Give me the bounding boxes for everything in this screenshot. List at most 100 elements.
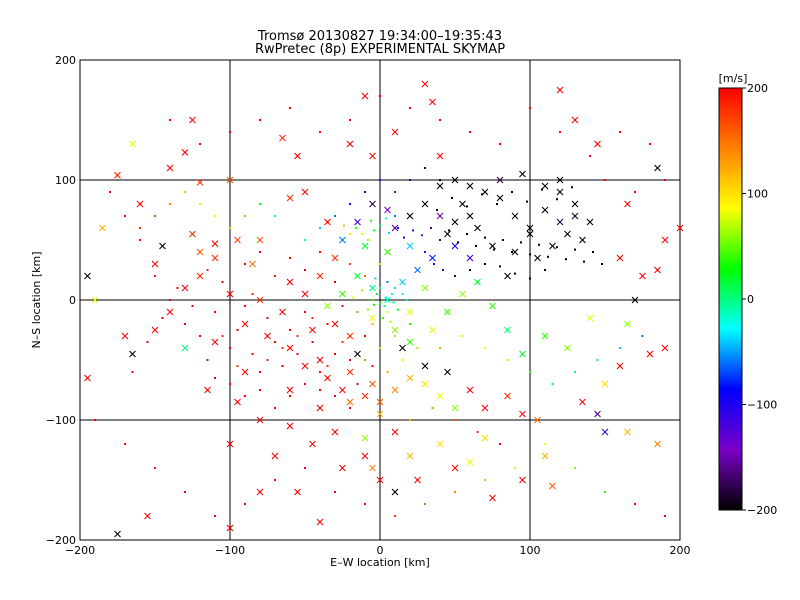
data-point-dot bbox=[343, 224, 345, 227]
data-point-dot bbox=[394, 335, 396, 337]
data-point-dot bbox=[259, 389, 261, 391]
data-point-cross bbox=[339, 464, 346, 472]
data-point-dot bbox=[319, 227, 321, 229]
x-axis-label: E–W location [km] bbox=[330, 556, 430, 569]
data-point-cross bbox=[436, 152, 444, 160]
colorbar-gradient bbox=[718, 87, 743, 511]
data-point-cross bbox=[541, 182, 549, 190]
data-points bbox=[84, 80, 684, 538]
data-point-dot bbox=[229, 227, 231, 229]
y-tick-label: 200 bbox=[55, 54, 76, 67]
data-point-dot bbox=[349, 203, 351, 205]
data-point-cross bbox=[369, 200, 376, 208]
colorbar: [m/s] 200 100 0 −100 −200 bbox=[718, 72, 777, 517]
x-axis-ticks: −200 −100 0 100 200 bbox=[65, 60, 691, 557]
data-point-dot bbox=[514, 272, 516, 275]
data-point-cross bbox=[421, 362, 429, 370]
data-point-dot bbox=[94, 419, 96, 421]
data-point-cross bbox=[84, 272, 91, 280]
data-point-dot bbox=[274, 341, 276, 343]
data-point-cross bbox=[286, 194, 294, 202]
data-point-cross bbox=[316, 356, 324, 364]
data-point-dot bbox=[161, 317, 164, 319]
data-point-cross bbox=[571, 212, 579, 220]
data-point-dot bbox=[374, 277, 377, 280]
data-point-dot bbox=[371, 323, 374, 325]
data-point-dot bbox=[259, 119, 261, 121]
data-point-cross bbox=[241, 368, 249, 376]
data-point-cross bbox=[331, 254, 339, 262]
data-point-cross bbox=[594, 410, 601, 418]
data-point-dot bbox=[311, 341, 314, 343]
data-point-cross bbox=[436, 182, 444, 190]
colorbar-tick-label: −200 bbox=[747, 504, 777, 517]
data-point-cross bbox=[91, 296, 99, 304]
data-point-dot bbox=[199, 335, 201, 337]
data-point-dot bbox=[334, 395, 336, 397]
data-point-dot bbox=[439, 239, 441, 241]
data-point-cross bbox=[421, 380, 429, 388]
data-point-dot bbox=[430, 227, 432, 229]
data-point-cross bbox=[286, 344, 294, 352]
data-point-dot bbox=[439, 347, 441, 349]
data-point-dot bbox=[214, 515, 216, 517]
data-point-cross bbox=[256, 296, 264, 304]
data-point-dot bbox=[349, 359, 351, 361]
data-point-dot bbox=[296, 335, 299, 337]
data-point-cross bbox=[256, 236, 264, 244]
data-point-cross bbox=[541, 452, 549, 460]
data-point-dot bbox=[383, 305, 386, 307]
colorbar-tick-label: −100 bbox=[747, 399, 777, 412]
data-point-dot bbox=[154, 215, 156, 217]
data-point-dot bbox=[511, 251, 513, 253]
data-point-cross bbox=[324, 374, 331, 382]
data-point-cross bbox=[436, 440, 444, 448]
data-point-dot bbox=[251, 353, 254, 355]
data-point-dot bbox=[433, 263, 435, 265]
data-point-cross bbox=[226, 440, 234, 448]
data-point-dot bbox=[442, 269, 444, 271]
data-point-dot bbox=[326, 323, 329, 325]
data-point-dot bbox=[409, 323, 411, 325]
data-point-cross bbox=[654, 164, 661, 172]
data-point-dot bbox=[184, 323, 186, 325]
data-point-cross bbox=[406, 452, 414, 460]
data-point-cross bbox=[646, 350, 654, 358]
data-point-cross bbox=[376, 410, 384, 418]
data-point-cross bbox=[601, 380, 609, 388]
data-point-cross bbox=[181, 344, 189, 352]
data-point-dot bbox=[304, 269, 306, 271]
data-point-cross bbox=[654, 266, 661, 274]
data-point-cross bbox=[339, 386, 346, 394]
data-point-dot bbox=[502, 239, 504, 241]
data-point-dot bbox=[529, 277, 531, 280]
data-point-dot bbox=[469, 131, 471, 133]
data-point-dot bbox=[541, 188, 543, 191]
data-point-dot bbox=[529, 371, 531, 373]
data-point-cross bbox=[99, 224, 106, 232]
data-point-dot bbox=[109, 191, 111, 193]
data-point-dot bbox=[274, 275, 276, 277]
data-point-cross bbox=[586, 314, 594, 322]
data-point-dot bbox=[371, 365, 374, 367]
data-point-dot bbox=[389, 320, 392, 323]
data-point-cross bbox=[429, 98, 436, 106]
data-point-cross bbox=[84, 374, 91, 382]
data-point-dot bbox=[664, 515, 666, 517]
data-point-dot bbox=[484, 263, 486, 265]
data-point-dot bbox=[544, 269, 546, 271]
y-tick-label: −100 bbox=[46, 414, 76, 427]
data-point-dot bbox=[424, 167, 426, 169]
data-point-dot bbox=[412, 229, 414, 232]
data-point-dot bbox=[361, 233, 363, 235]
data-point-cross bbox=[301, 290, 309, 298]
data-point-cross bbox=[496, 176, 504, 184]
data-point-dot bbox=[385, 296, 387, 299]
data-point-cross bbox=[346, 368, 354, 376]
data-point-cross bbox=[519, 350, 526, 358]
data-point-dot bbox=[311, 317, 314, 319]
data-point-cross bbox=[361, 452, 369, 460]
data-point-cross bbox=[279, 308, 286, 316]
data-point-cross bbox=[339, 236, 346, 244]
data-point-dot bbox=[431, 407, 434, 409]
